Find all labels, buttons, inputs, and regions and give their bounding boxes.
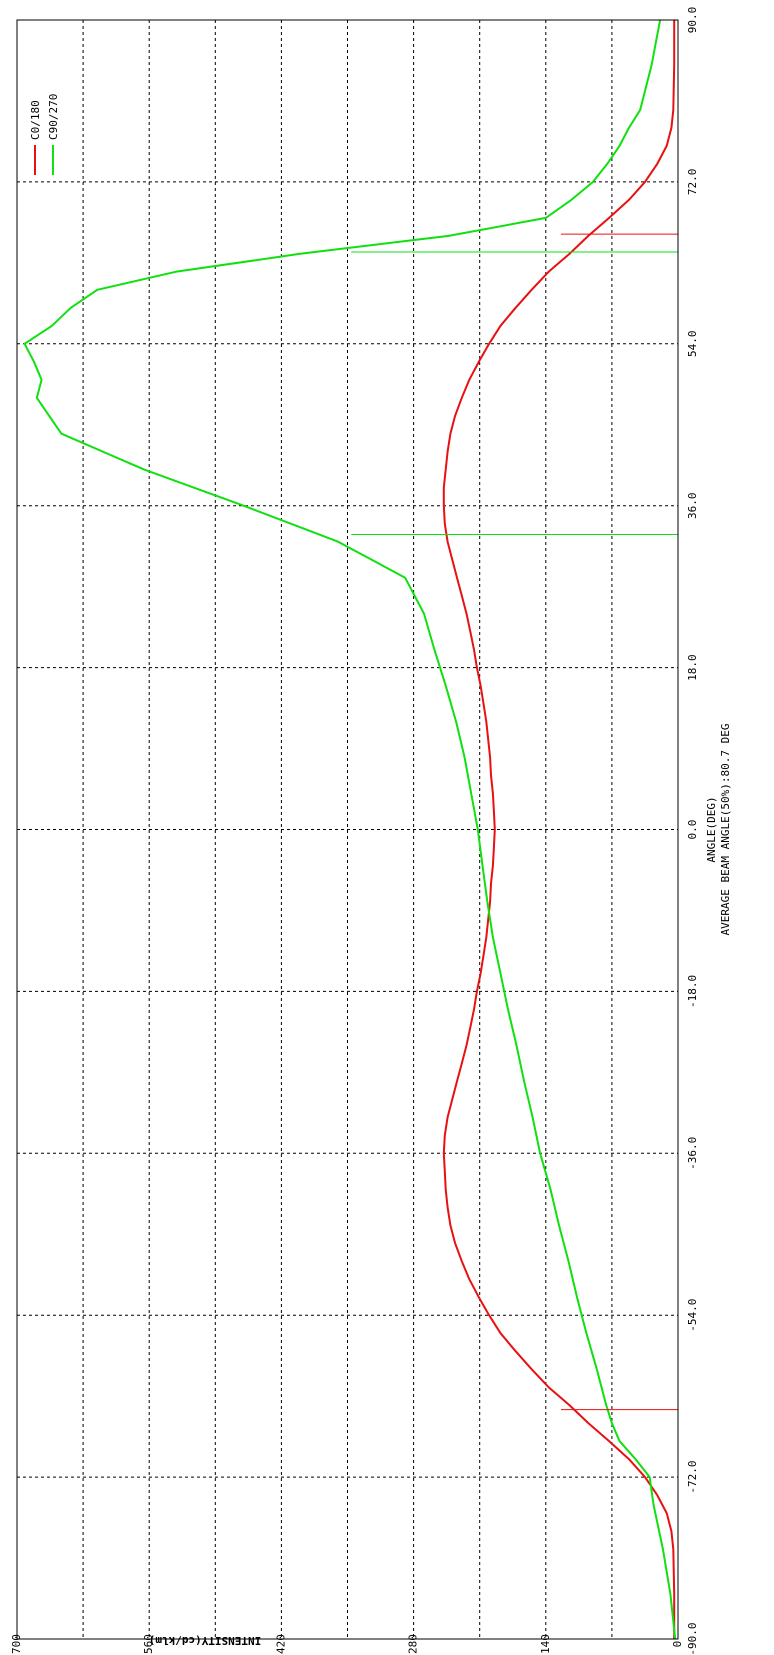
x-axis-label: ANGLE(DEG) [705,796,718,862]
x-tick-label: -18.0 [686,975,699,1008]
series-line-c90-270 [23,19,677,1640]
beam-marker-layer [351,233,678,1411]
y-axis-label: INTENSITY(cd/klm) [149,1634,262,1647]
y-tick-labels: 0 140 280 420 560 700 [10,1634,684,1654]
series-layer [23,19,677,1640]
x-tick-label: -54.0 [686,1299,699,1332]
y-tick-label: 280 [407,1634,420,1654]
x-tick-label: 36.0 [686,492,699,519]
x-tick-label: 0.0 [686,820,699,840]
x-tick-label: 54.0 [686,331,699,358]
y-tick-label: 0 [671,1641,684,1648]
x-tick-label: -36.0 [686,1137,699,1170]
x-tick-label: 72.0 [686,169,699,196]
beam-angle-subtitle: AVERAGE BEAM ANGLE(50%):80.7 DEG [719,724,732,936]
legend: C0/180 C90/270 [29,94,60,175]
legend-label-c0-180: C0/180 [29,100,42,140]
legend-label-c90-270: C90/270 [47,94,60,140]
x-tick-label: -90.0 [686,1622,699,1655]
x-tick-label: -72.0 [686,1461,699,1494]
x-tick-label: 90.0 [686,7,699,34]
y-tick-label: 560 [142,1634,155,1654]
grid-layer [16,19,679,1640]
y-tick-label: 420 [274,1634,287,1654]
plot-frame [16,19,679,1640]
x-tick-label: 18.0 [686,654,699,681]
y-tick-label: 700 [10,1634,23,1654]
y-tick-label: 140 [539,1634,552,1654]
x-tick-labels: -90.0 -72.0 -54.0 -36.0 -18.0 0.0 18.0 36.0 54.0… [686,7,699,1655]
series-line-c0-180 [442,20,676,1639]
